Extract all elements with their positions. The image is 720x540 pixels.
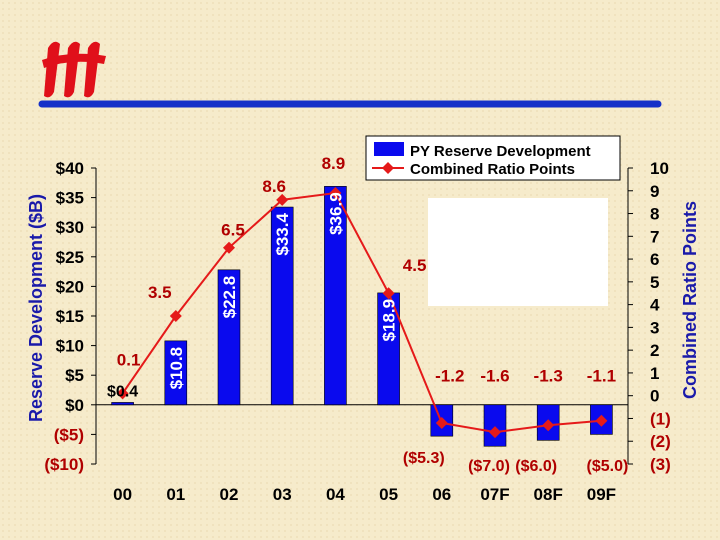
y-left-tick-label: $20 [56, 277, 84, 296]
y-right-tick-label: 5 [650, 273, 659, 292]
y-right-tick-label: (3) [650, 455, 671, 474]
ratio-value-label: 3.5 [148, 283, 172, 302]
legend-line-marker [382, 162, 394, 174]
ratio-point [276, 193, 289, 206]
legend-line-label: Combined Ratio Points [410, 161, 575, 178]
ratio-value-label: -1.3 [534, 367, 563, 386]
ratio-point [329, 187, 342, 200]
legend: PY Reserve Development Combined Ratio Po… [365, 135, 621, 181]
reserve-bar [270, 206, 294, 406]
x-tick-label: 05 [379, 485, 398, 504]
bar-value-label: $18.9 [380, 299, 399, 342]
y-right-tick-label: (1) [650, 409, 671, 428]
ratio-value-label: 8.6 [262, 177, 286, 196]
ratio-value-label: 8.9 [322, 154, 346, 173]
y-right-tick-label: 10 [650, 159, 669, 178]
y-left-tick-label: $35 [56, 189, 84, 208]
y-right-tick-label: 2 [650, 341, 659, 360]
x-tick-label: 00 [113, 485, 132, 504]
y-right-tick-label: 7 [650, 227, 659, 246]
ratio-value-label: -1.2 [435, 367, 464, 386]
bar-value-label: ($7.0) [468, 458, 510, 475]
ratio-point [435, 417, 448, 430]
x-tick-label: 04 [326, 485, 345, 504]
bar-value-label: $10.8 [167, 347, 186, 390]
ratio-value-label: 6.5 [221, 221, 245, 240]
ratio-point [116, 387, 129, 400]
y-left-tick-label: ($5) [54, 425, 84, 444]
y-left-tick-label: $25 [56, 248, 84, 267]
y-left-tick-label: $40 [56, 159, 84, 178]
y-right-tick-label: 8 [650, 205, 659, 224]
y-left-tick-label: $0 [65, 396, 84, 415]
iii-logo: iii [42, 41, 106, 98]
ratio-value-label: -1.1 [587, 367, 616, 386]
y-right-tick-label: (2) [650, 432, 671, 451]
x-tick-label: 02 [220, 485, 239, 504]
ratio-point [542, 419, 555, 432]
ratio-polyline [121, 191, 602, 434]
y-right-tick-label: 0 [650, 387, 659, 406]
y-right-tick-label: 1 [650, 364, 659, 383]
y-axis-left-label: Reserve Development ($B) [26, 194, 46, 422]
bar-value-label: ($6.0) [515, 458, 557, 475]
y-left-tick-label: $30 [56, 218, 84, 237]
ratio-point [223, 241, 235, 254]
y-right-tick-label: 6 [650, 250, 659, 269]
bar-value-label: ($5.3) [403, 450, 445, 467]
bar-value-label: $0.4 [107, 383, 138, 400]
x-tick-label: 06 [432, 485, 451, 504]
reserve-bar [483, 404, 507, 447]
bar-value-label: $36.9 [326, 192, 345, 235]
ratio-value-label: -1.6 [480, 367, 509, 386]
y-right-tick-label: 4 [650, 296, 660, 315]
legend-bar-swatch [374, 142, 404, 156]
x-tick-label: 09F [587, 485, 616, 504]
legend-box [365, 135, 621, 181]
ratio-point [595, 414, 608, 427]
x-tick-label: 01 [166, 485, 185, 504]
reserve-bar [164, 340, 188, 406]
legend-bar-label: PY Reserve Development [410, 143, 591, 160]
inset-box [428, 198, 608, 306]
x-tick-label: 03 [273, 485, 292, 504]
y-left-tick-label: $5 [65, 366, 84, 385]
reserve-bar [324, 186, 347, 406]
x-tick-label: 07F [480, 485, 509, 504]
ratio-point [169, 310, 182, 322]
ratio-value-label: 0.1 [117, 350, 141, 369]
reserve-bar [217, 269, 241, 406]
data-labels: $0.4 $10.8 $22.8 $33.4 $36.9 $18.9 ($5.3) ($7.0… [107, 154, 628, 475]
ratio-point [489, 426, 501, 439]
y-axis-right-label: Combined Ratio Points [680, 201, 700, 399]
reserve-bar [111, 402, 134, 406]
y-right-tick-label: 3 [650, 318, 659, 337]
y-left-tick-label: ($10) [44, 455, 84, 474]
bar-value-label: ($5.0) [587, 458, 629, 475]
bar-value-label: $33.4 [273, 213, 292, 256]
ratio-line [116, 187, 608, 439]
ratio-point [382, 287, 395, 300]
bars [111, 186, 613, 447]
y-left-tick-label: $15 [56, 307, 84, 326]
y-left-tick-label: $10 [56, 337, 84, 356]
bar-value-label: $22.8 [220, 276, 239, 319]
y-right-tick-label: 9 [650, 182, 659, 201]
ratio-value-label: 4.5 [403, 256, 427, 275]
x-tick-label: 08F [534, 485, 563, 504]
